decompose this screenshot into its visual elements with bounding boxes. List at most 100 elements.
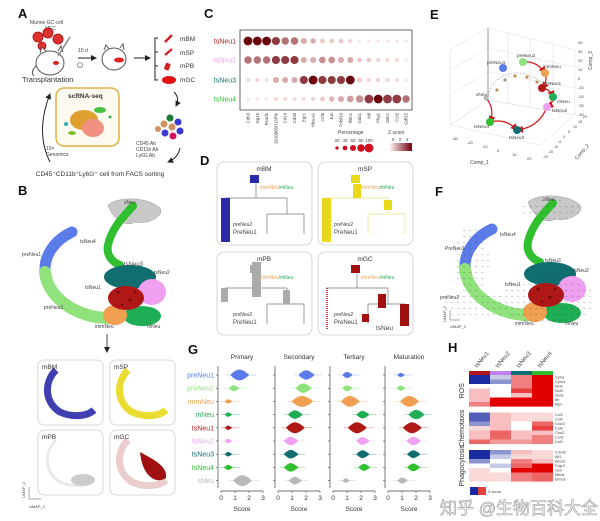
heatmap-cell	[469, 393, 490, 398]
velocity-arrow	[444, 295, 448, 298]
velocity-arrow	[570, 313, 574, 316]
velocity-arrow	[570, 205, 574, 208]
dot-tsneu4-pkg1	[373, 94, 383, 104]
dot-tsneu2-ifitm1	[347, 56, 354, 64]
dot-tsneu4-ccl3	[392, 94, 402, 104]
velocity-arrow	[558, 217, 562, 220]
velocity-arrow	[498, 307, 502, 310]
trajectory-arrow	[489, 120, 518, 131]
velocity-arrow	[456, 307, 460, 310]
zscore-tick: 0	[392, 137, 395, 142]
projected-point	[513, 74, 517, 78]
branch-cell-cluster	[353, 184, 361, 198]
velocity-arrow	[540, 295, 544, 298]
velocity-arrow	[462, 277, 466, 280]
gc-cell-label: Murine GC cell	[30, 20, 63, 26]
violin-panel-tertiary: Tertiary 0 1 2 3 Score	[328, 354, 378, 513]
cluster-label-tsneu1: tsNeu1	[85, 285, 101, 291]
percentage-legend-dot	[335, 146, 339, 150]
velocity-arrow	[522, 313, 526, 316]
preneu2-label: preNeu2	[233, 312, 252, 318]
mouse-icon	[31, 44, 65, 77]
violin-preneu2	[228, 385, 240, 392]
gene-label: Isg15	[255, 112, 260, 123]
velocity-arrow	[558, 313, 562, 316]
gene-label: Tnfsf10	[339, 112, 344, 127]
velocity-arrow	[552, 277, 556, 280]
comp3-tick: -10	[578, 85, 585, 90]
velocity-arrow	[486, 265, 490, 268]
velocity-arrow	[480, 253, 484, 256]
dot-tsneu1-cd14	[281, 37, 289, 45]
comp1-tick: 0	[497, 148, 500, 153]
velocity-arrow	[540, 319, 544, 322]
x-axis-label: Score	[401, 506, 418, 513]
gene-label: Ccl6	[320, 112, 325, 121]
dot-tsneu1-ifitm1	[348, 38, 353, 44]
velocity-arrow	[456, 241, 460, 244]
velocity-arrow	[486, 301, 490, 304]
velocity-arrow	[558, 307, 562, 310]
velocity-arrow	[582, 289, 586, 292]
days-label: 10 d	[78, 48, 88, 54]
heatmap-cell	[532, 375, 553, 380]
gene-label: Gsn	[555, 469, 562, 473]
legend-blue	[470, 487, 478, 495]
velocity-arrow	[540, 301, 544, 304]
heatmap-cell	[532, 472, 553, 478]
umap-axes-icon	[28, 487, 41, 500]
gene-label: Alf1	[555, 455, 562, 459]
heatmap-cell	[511, 463, 532, 469]
velocity-arrow	[552, 319, 556, 322]
cluster-label-preneu1: preNeu1	[22, 252, 41, 258]
dot-tsneu3-cd2b	[291, 76, 298, 84]
dot-tsneu4-ifitm1	[346, 95, 354, 103]
velocity-arrow	[564, 289, 568, 292]
velocity-arrow	[540, 199, 544, 202]
point-tsneu1	[538, 84, 546, 92]
velocity-arrow	[480, 265, 484, 268]
dot-tsneu1-egr1	[300, 37, 307, 45]
group-label-ros: ROS	[459, 383, 466, 399]
violin-tsneu1	[402, 422, 422, 434]
gene-label: Ccl3	[394, 112, 399, 121]
dot-tsneu2-jun	[328, 56, 336, 64]
percentage-tick: 100	[365, 138, 373, 143]
panel-label-g: G	[188, 342, 198, 357]
tissue-label: mSP	[114, 364, 128, 371]
heatmap-cell	[511, 397, 532, 403]
velocity-arrow	[546, 307, 550, 310]
velocity-arrow	[516, 283, 520, 286]
violin-preneu1	[230, 369, 250, 381]
tissue-label: mGC	[180, 77, 195, 84]
velocity-arrow	[552, 307, 556, 310]
velocity-arrow	[480, 235, 484, 238]
heatmap-cell	[532, 397, 553, 403]
velocity-arrow	[522, 211, 526, 214]
heatmap-cell	[511, 472, 532, 478]
dot-tsneu1-jun	[329, 38, 335, 44]
zscore-legend: Z score	[470, 487, 502, 495]
velocity-arrow	[534, 301, 538, 304]
velocity-arrow	[522, 319, 526, 322]
heatmap-cell	[490, 379, 511, 385]
cluster-label-mneu: mNeu	[147, 324, 161, 330]
velocity-arrow	[564, 313, 568, 316]
gene-label: Cxcl2	[555, 431, 565, 435]
velocity-arrow	[540, 313, 544, 316]
gene-label: Odc1	[385, 112, 390, 123]
heatmap-cell	[532, 454, 553, 460]
velocity-arrow	[468, 241, 472, 244]
antibody-label: CD45 Ab	[136, 141, 156, 147]
heatmap-cell	[511, 454, 532, 460]
preneu-cell-cluster	[221, 288, 228, 302]
velocity-arrow	[528, 295, 532, 298]
x-tick-label: 1	[233, 495, 237, 502]
heatmap-cell	[532, 421, 553, 427]
comp2-tick: 5	[568, 130, 570, 134]
tissue-label: mBM	[180, 36, 195, 43]
velocity-arrow	[546, 217, 550, 220]
violin-immneu	[400, 395, 419, 407]
velocity-arrow	[534, 205, 538, 208]
